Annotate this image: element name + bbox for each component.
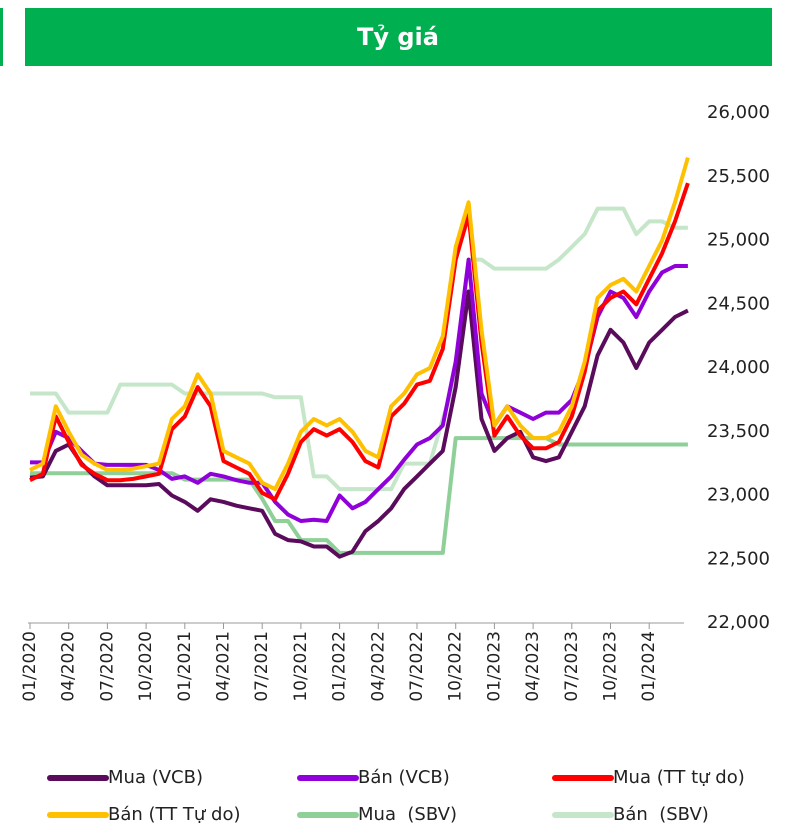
x-tick-label: 04/2020 bbox=[59, 631, 79, 702]
series-line bbox=[29, 289, 689, 559]
y-tick-label: 22,000 bbox=[707, 612, 770, 633]
legend-label: Bán (VCB) bbox=[358, 767, 450, 788]
series-line bbox=[30, 436, 688, 555]
legend-label: Bán (TT Tự do) bbox=[108, 804, 241, 825]
x-tick-label: 01/2021 bbox=[175, 631, 195, 702]
x-tick-label: 10/2022 bbox=[446, 631, 466, 702]
x-tick-label: 07/2021 bbox=[252, 631, 272, 702]
legend-label: Bán (SBV) bbox=[613, 804, 709, 825]
series-line bbox=[30, 206, 688, 492]
x-tick-label: 01/2020 bbox=[20, 631, 40, 702]
y-tick-label: 22,500 bbox=[707, 548, 770, 569]
x-tick-label: 04/2022 bbox=[368, 631, 388, 702]
x-tick-label: 07/2023 bbox=[562, 631, 582, 702]
x-tick-label: 01/2022 bbox=[330, 631, 350, 702]
y-tick-label: 24,500 bbox=[707, 293, 770, 314]
x-tick-label: 10/2023 bbox=[601, 631, 621, 702]
legend-label: Mua (SBV) bbox=[358, 804, 457, 825]
series-line bbox=[29, 182, 690, 502]
side-stripe bbox=[0, 8, 3, 66]
x-tick-label: 10/2020 bbox=[136, 631, 156, 702]
legend-label: Mua (TT tự do) bbox=[613, 767, 745, 788]
y-tick-label: 26,000 bbox=[707, 102, 770, 123]
y-tick-label: 24,000 bbox=[707, 357, 770, 378]
y-tick-label: 25,000 bbox=[707, 230, 770, 251]
x-tick-label: 07/2022 bbox=[407, 631, 427, 702]
x-tick-label: 04/2023 bbox=[523, 631, 543, 702]
legend-label: Mua (VCB) bbox=[108, 767, 203, 788]
x-tick-label: 04/2021 bbox=[214, 631, 234, 702]
x-tick-label: 01/2024 bbox=[639, 631, 659, 702]
x-tick-label: 10/2021 bbox=[291, 631, 311, 702]
y-tick-label: 23,000 bbox=[707, 485, 770, 506]
series-line bbox=[29, 157, 690, 492]
x-tick-label: 01/2023 bbox=[484, 631, 504, 702]
header-bar bbox=[25, 8, 772, 66]
y-tick-label: 25,500 bbox=[707, 166, 770, 187]
x-tick-label: 07/2020 bbox=[97, 631, 117, 702]
y-tick-label: 23,500 bbox=[707, 421, 770, 442]
chart-title: Tỷ giá bbox=[357, 23, 439, 51]
